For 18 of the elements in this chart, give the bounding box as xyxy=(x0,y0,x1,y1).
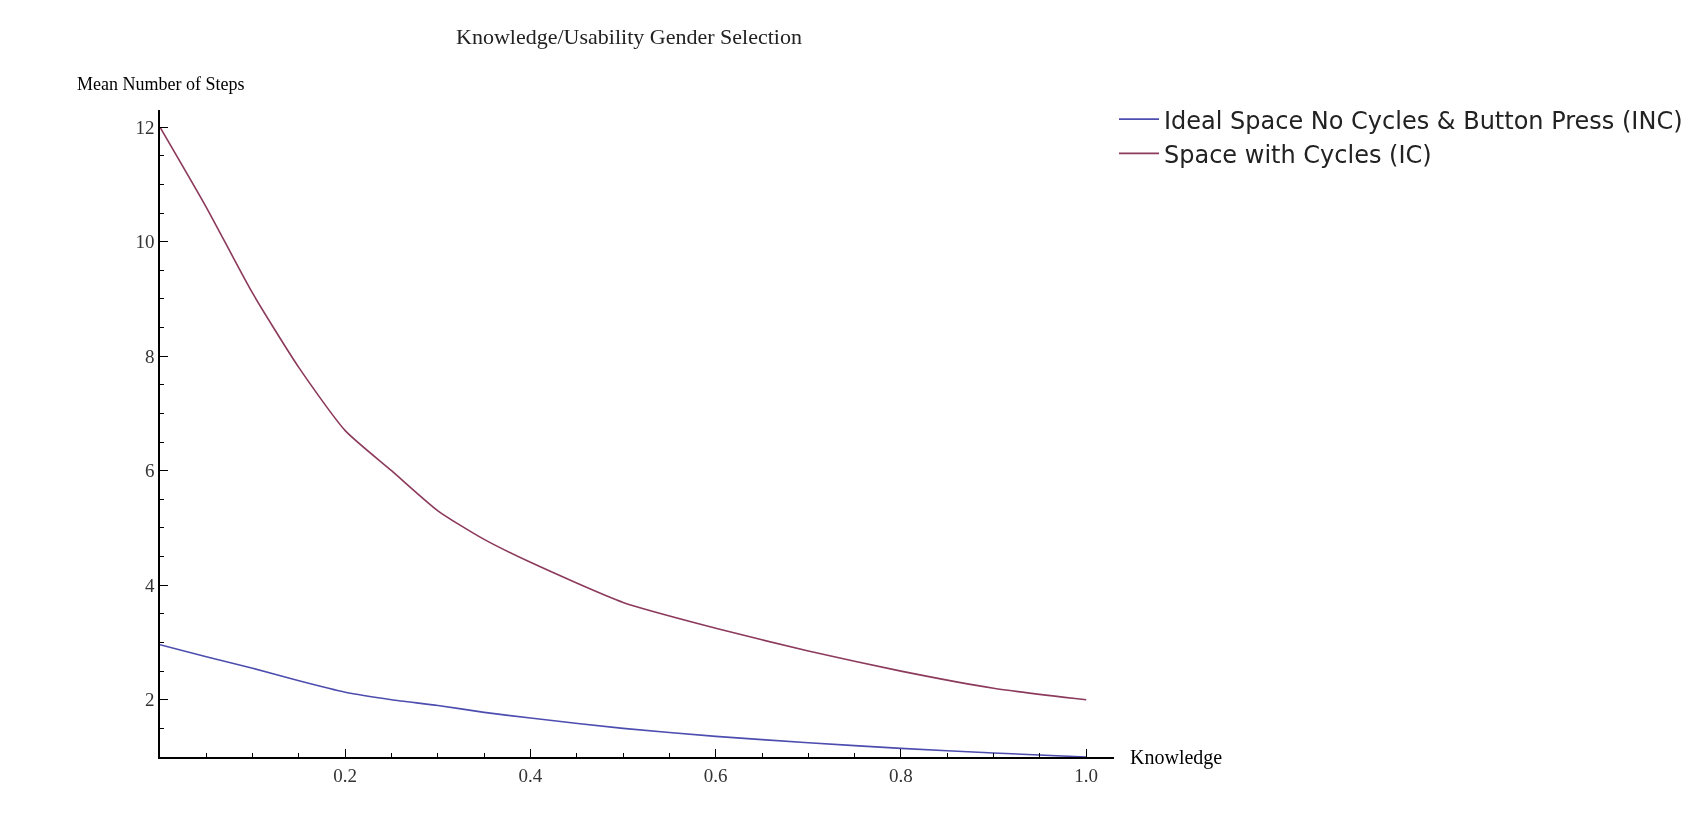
legend-label: Space with Cycles (IC) xyxy=(1164,140,1432,169)
y-tick-label: 4 xyxy=(144,574,155,596)
x-axis-title: Knowledge xyxy=(1130,746,1223,769)
y-tick-label: 8 xyxy=(144,345,155,367)
x-tick-label: 0.4 xyxy=(518,764,543,786)
y-tick-label: 2 xyxy=(144,689,155,711)
x-tick-label: 0.6 xyxy=(703,764,728,786)
y-axis-title: Mean Number of Steps xyxy=(77,74,245,94)
y-tick-label: 6 xyxy=(144,460,155,482)
x-tick-label: 1.0 xyxy=(1074,764,1099,786)
y-tick-label: 12 xyxy=(135,116,155,138)
line-series xyxy=(160,643,1088,757)
y-tick-label: 10 xyxy=(135,231,155,253)
x-tick-label: 0.8 xyxy=(889,764,913,786)
legend-label: Ideal Space No Cycles & Button Press (INC) xyxy=(1164,106,1683,135)
line-series xyxy=(160,126,1088,701)
chart-title: Knowledge/Usability Gender Selection xyxy=(456,24,802,50)
x-tick-label: 0.2 xyxy=(333,764,358,786)
